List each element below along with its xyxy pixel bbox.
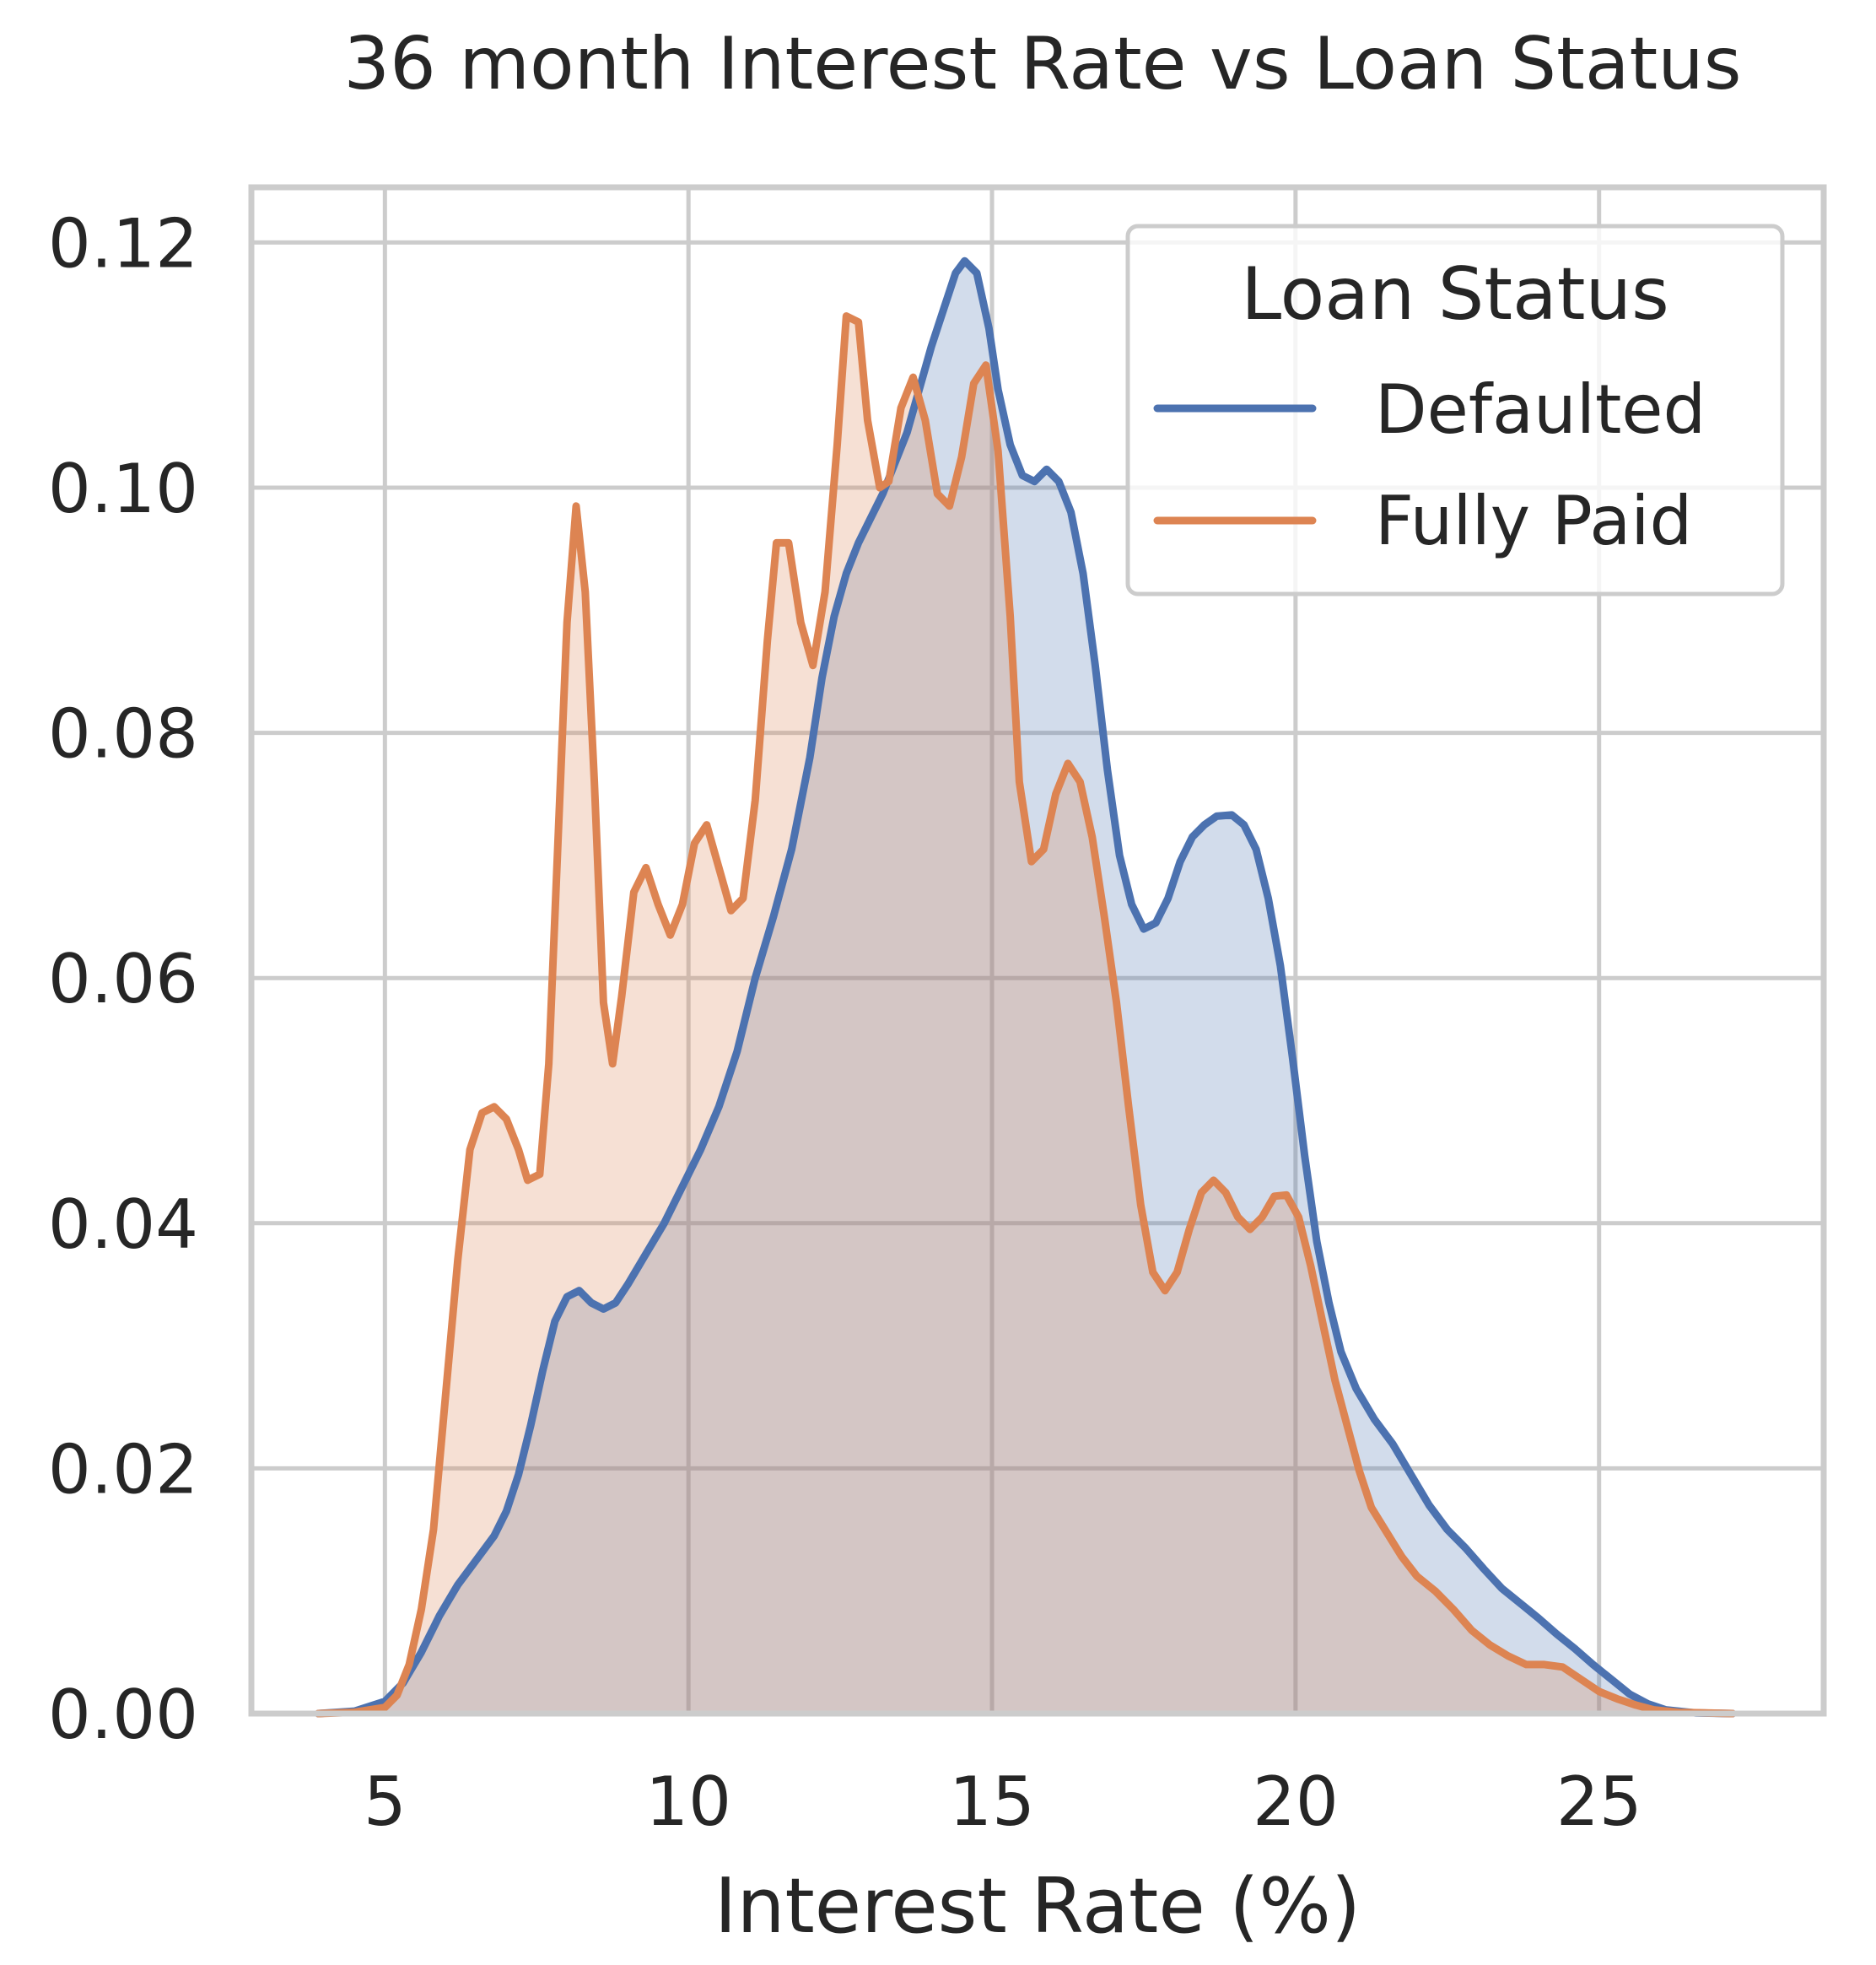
x-axis-ticks: 5 10 15 20 25 — [364, 1763, 1642, 1841]
y-tick-label-1: 0.02 — [48, 1430, 198, 1509]
y-tick-label-6: 0.12 — [48, 204, 198, 283]
density-fills — [318, 261, 1733, 1714]
legend-box — [1125, 224, 1785, 597]
legend-title: Loan Status — [1241, 252, 1669, 337]
y-tick-label-2: 0.04 — [48, 1185, 198, 1264]
x-tick-label-4: 25 — [1556, 1763, 1642, 1841]
y-tick-label-4: 0.08 — [48, 695, 198, 774]
series-line-defaulted — [314, 256, 1737, 1718]
x-tick-label-1: 10 — [645, 1763, 731, 1841]
y-axis-ticks: 0.00 0.02 0.04 0.06 0.08 0.10 0.12 — [48, 204, 198, 1754]
legend-label-fully-paid: Fully Paid — [1375, 482, 1692, 560]
x-tick-label-0: 5 — [364, 1763, 407, 1841]
density-lines — [314, 256, 1737, 1718]
x-tick-label-2: 15 — [949, 1763, 1035, 1841]
y-tick-label-3: 0.06 — [48, 940, 198, 1018]
area-fill-fully-paid — [318, 316, 1733, 1714]
y-tick-label-0: 0.00 — [48, 1676, 198, 1754]
legend: Loan Status Defaulted Fully Paid — [1125, 224, 1785, 597]
x-axis-label: Interest Rate (%) — [714, 1862, 1361, 1951]
chart-title: 36 month Interest Rate vs Loan Status — [343, 22, 1741, 106]
series-line-fully-paid — [314, 312, 1737, 1718]
plot-frame — [248, 184, 1827, 1717]
y-tick-label-5: 0.10 — [48, 450, 198, 528]
x-tick-label-3: 20 — [1253, 1763, 1339, 1841]
area-fill-defaulted — [318, 261, 1733, 1714]
legend-label-defaulted: Defaulted — [1375, 370, 1706, 449]
